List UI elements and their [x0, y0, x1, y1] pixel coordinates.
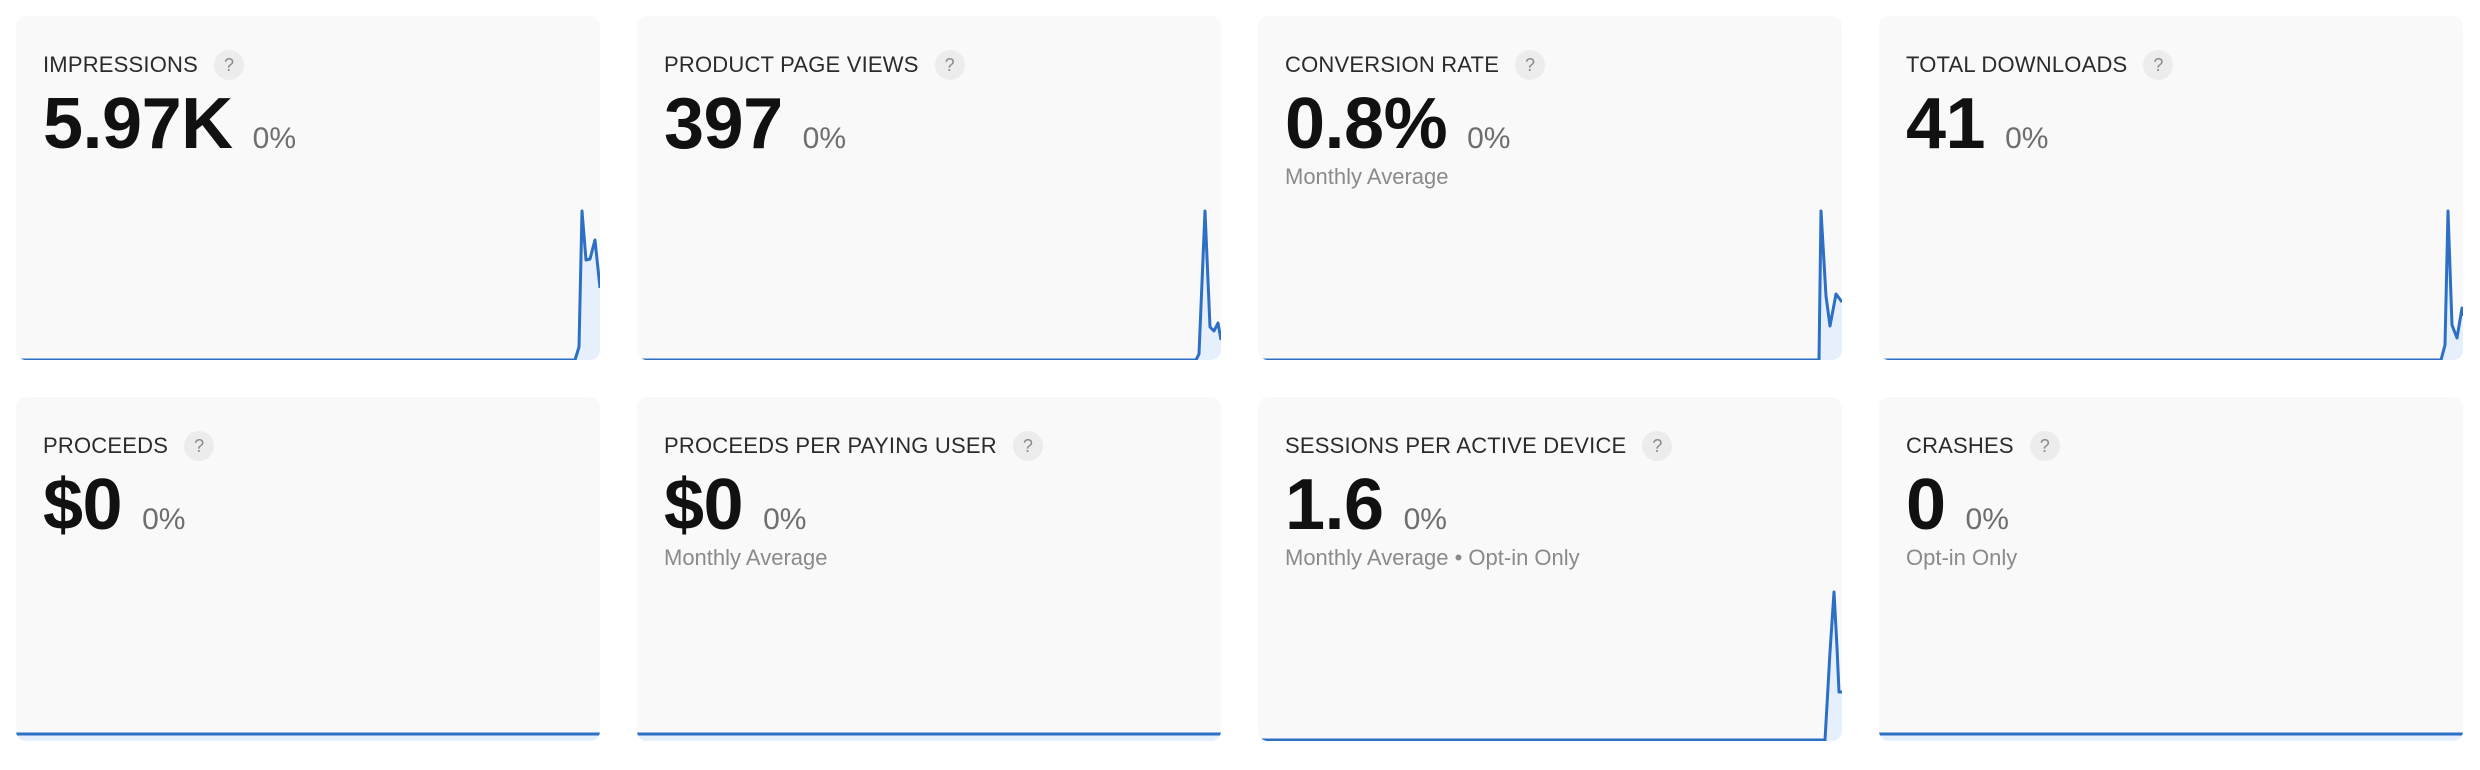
sparkline-chart — [1258, 209, 1842, 360]
metric-title: PROCEEDS PER PAYING USER — [664, 433, 997, 458]
sparkline-area — [1258, 592, 1842, 741]
metric-subtitle: Monthly Average — [664, 545, 828, 570]
metric-card-proceeds[interactable]: PROCEEDS ? $0 0% — [16, 397, 600, 741]
sparkline-area — [16, 734, 600, 741]
help-icon[interactable]: ? — [184, 431, 215, 461]
metric-change: 0% — [763, 503, 807, 536]
sparkline-line — [637, 209, 1221, 360]
sparkline-chart — [1879, 209, 2463, 360]
card-header: CONVERSION RATE ? 0.8% 0% Monthly Averag… — [1285, 50, 1822, 190]
metric-value: 397 — [664, 84, 783, 164]
sparkline-area — [1879, 211, 2463, 360]
value-row: 41 0% — [1906, 86, 2443, 162]
value-row: 0.8% 0% — [1285, 86, 1822, 162]
sparkline-area — [637, 211, 1221, 360]
sparkline-area — [1879, 734, 2463, 741]
metric-title: TOTAL DOWNLOADS — [1906, 52, 2128, 77]
help-icon[interactable]: ? — [1642, 431, 1673, 461]
card-header: PROCEEDS ? $0 0% — [43, 431, 580, 545]
card-header: SESSIONS PER ACTIVE DEVICE ? 1.6 0% Mont… — [1285, 431, 1822, 571]
sparkline-line — [1879, 209, 2463, 360]
sparkline-area — [1258, 211, 1842, 360]
card-header: PRODUCT PAGE VIEWS ? 397 0% — [664, 50, 1201, 164]
metric-value: 1.6 — [1285, 465, 1384, 545]
metric-title: CONVERSION RATE — [1285, 52, 1500, 77]
card-header: TOTAL DOWNLOADS ? 41 0% — [1906, 50, 2443, 164]
value-row: 5.97K 0% — [43, 86, 580, 162]
metric-title: SESSIONS PER ACTIVE DEVICE — [1285, 433, 1627, 458]
value-row: 397 0% — [664, 86, 1201, 162]
metric-card-impressions[interactable]: IMPRESSIONS ? 5.97K 0% — [16, 16, 600, 360]
metric-card-sessions-per-active-device[interactable]: SESSIONS PER ACTIVE DEVICE ? 1.6 0% Mont… — [1258, 397, 1842, 741]
metric-card-product-page-views[interactable]: PRODUCT PAGE VIEWS ? 397 0% — [637, 16, 1221, 360]
value-row: $0 0% — [43, 467, 580, 543]
help-icon[interactable]: ? — [214, 50, 245, 80]
help-icon[interactable]: ? — [934, 50, 965, 80]
value-row: 1.6 0% — [1285, 467, 1822, 543]
metric-change: 0% — [802, 122, 846, 155]
help-icon[interactable]: ? — [1012, 431, 1043, 461]
sparkline-line — [1258, 590, 1842, 741]
sparkline-chart — [16, 732, 600, 741]
card-header: PROCEEDS PER PAYING USER ? $0 0% Monthly… — [664, 431, 1201, 571]
card-header: CRASHES ? 0 0% Opt-in Only — [1906, 431, 2443, 571]
value-row: $0 0% — [664, 467, 1201, 543]
metric-change: 0% — [2005, 122, 2049, 155]
metric-card-conversion-rate[interactable]: CONVERSION RATE ? 0.8% 0% Monthly Averag… — [1258, 16, 1842, 360]
sparkline-chart — [637, 732, 1221, 741]
metric-subtitle: Monthly Average • Opt-in Only — [1285, 545, 1580, 570]
title-row: IMPRESSIONS ? — [43, 50, 580, 80]
sparkline-chart — [1879, 732, 2463, 741]
metric-change: 0% — [1965, 503, 2009, 536]
card-header: IMPRESSIONS ? 5.97K 0% — [43, 50, 580, 164]
sparkline-chart — [16, 209, 600, 360]
title-row: PROCEEDS ? — [43, 431, 580, 461]
metric-card-total-downloads[interactable]: TOTAL DOWNLOADS ? 41 0% — [1879, 16, 2463, 360]
title-row: PRODUCT PAGE VIEWS ? — [664, 50, 1201, 80]
metric-title: CRASHES — [1906, 433, 2014, 458]
metric-change: 0% — [252, 122, 296, 155]
metric-value: $0 — [664, 465, 744, 545]
sparkline-line — [1258, 209, 1842, 360]
metric-value: 0.8% — [1285, 84, 1448, 164]
title-row: CONVERSION RATE ? — [1285, 50, 1822, 80]
metric-change: 0% — [1467, 122, 1511, 155]
metric-title: PROCEEDS — [43, 433, 169, 458]
metric-change: 0% — [142, 503, 186, 536]
title-row: SESSIONS PER ACTIVE DEVICE ? — [1285, 431, 1822, 461]
metric-card-crashes[interactable]: CRASHES ? 0 0% Opt-in Only — [1879, 397, 2463, 741]
metric-subtitle: Monthly Average — [1285, 164, 1449, 189]
metrics-grid: IMPRESSIONS ? 5.97K 0% PRODUCT PAGE VIEW… — [16, 16, 2463, 741]
title-row: CRASHES ? — [1906, 431, 2443, 461]
metric-subtitle: Opt-in Only — [1906, 545, 2018, 570]
metric-value: 41 — [1906, 84, 1986, 164]
metric-value: 5.97K — [43, 84, 233, 164]
metric-card-proceeds-per-paying-user[interactable]: PROCEEDS PER PAYING USER ? $0 0% Monthly… — [637, 397, 1221, 741]
title-row: PROCEEDS PER PAYING USER ? — [664, 431, 1201, 461]
metric-title: PRODUCT PAGE VIEWS — [664, 52, 919, 77]
metric-value: $0 — [43, 465, 123, 545]
sparkline-line — [16, 209, 600, 360]
sparkline-chart — [1258, 590, 1842, 741]
sparkline-chart — [637, 209, 1221, 360]
metric-change: 0% — [1403, 503, 1447, 536]
sparkline-area — [16, 211, 600, 360]
help-icon[interactable]: ? — [2029, 431, 2060, 461]
metric-title: IMPRESSIONS — [43, 52, 199, 77]
value-row: 0 0% — [1906, 467, 2443, 543]
help-icon[interactable]: ? — [2143, 50, 2174, 80]
help-icon[interactable]: ? — [1515, 50, 1546, 80]
sparkline-area — [637, 734, 1221, 741]
metric-value: 0 — [1906, 465, 1946, 545]
title-row: TOTAL DOWNLOADS ? — [1906, 50, 2443, 80]
